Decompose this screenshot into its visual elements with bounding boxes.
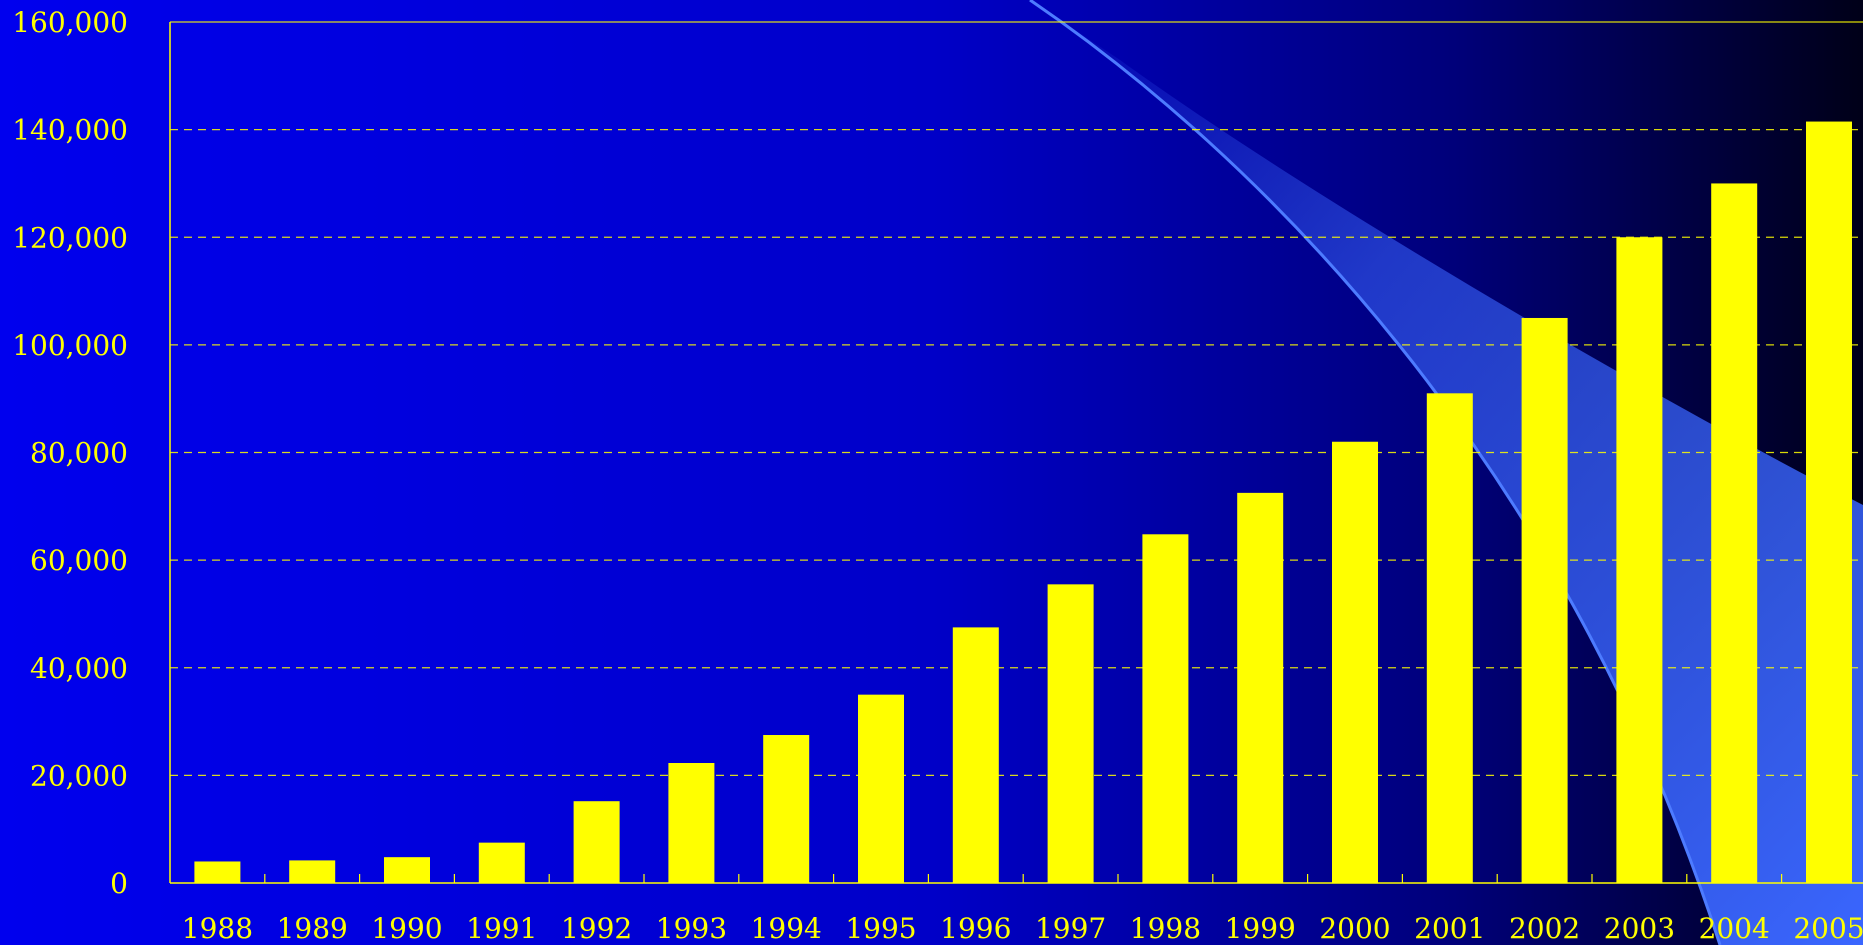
x-tick-label: 1992: [561, 912, 632, 945]
x-tick-label: 1990: [371, 912, 442, 945]
bar-1996: [952, 627, 999, 883]
x-tick-label: 1994: [751, 912, 822, 945]
bar-1992: [573, 801, 620, 883]
bars: [194, 121, 1852, 884]
bar-1998: [1142, 534, 1189, 883]
bar-1994: [763, 735, 810, 883]
x-tick-label: 2005: [1793, 912, 1863, 945]
x-tick-label: 1999: [1225, 912, 1296, 945]
bar-1990: [384, 857, 430, 883]
gridlines: [170, 21, 1863, 776]
x-tick-label: 2002: [1509, 912, 1580, 945]
bar-1999: [1237, 492, 1284, 883]
x-tick-label: 1991: [466, 912, 537, 945]
axes: [169, 22, 1863, 884]
y-tick-label: 80,000: [30, 437, 128, 470]
bar-2003: [1616, 237, 1663, 883]
bar-2002: [1521, 317, 1568, 883]
y-tick-label: 140,000: [12, 114, 128, 147]
x-tick-label: 1989: [277, 912, 348, 945]
x-tick-label: 1993: [656, 912, 727, 945]
bar-1989: [289, 860, 336, 883]
y-tick-label: 60,000: [30, 544, 128, 577]
bar-2001: [1426, 393, 1473, 883]
bar-2004: [1711, 183, 1758, 883]
x-tick-label: 1998: [1130, 912, 1201, 945]
y-tick-label: 160,000: [12, 6, 128, 39]
y-tick-label: 100,000: [12, 329, 128, 362]
y-tick-label: 20,000: [30, 759, 128, 792]
bar-1991: [478, 842, 525, 883]
bar-1997: [1047, 584, 1094, 883]
bar-1995: [858, 694, 904, 883]
x-tick-label: 2003: [1604, 912, 1675, 945]
bar-1993: [668, 762, 715, 883]
x-tick-label: 1995: [845, 912, 916, 945]
x-tick-label: 2001: [1414, 912, 1485, 945]
y-tick-label: 40,000: [30, 652, 128, 685]
x-tick-label: 1996: [940, 912, 1011, 945]
y-tick-label: 0: [110, 867, 128, 900]
x-tick-labels: 1988 1989 1990 1991 1992 1993 1994 1995 1996 1997…: [182, 912, 1863, 945]
y-tick-labels: 0 20,000 40,000 60,000 80,000 100,000 120,000 1…: [12, 6, 128, 900]
x-tick-label: 2000: [1319, 912, 1390, 945]
bar-1988: [194, 861, 241, 883]
bar-2000: [1332, 441, 1378, 883]
bar-2005: [1806, 121, 1852, 884]
x-tick-label: 1988: [182, 912, 253, 945]
x-tick-label: 1997: [1035, 912, 1106, 945]
y-tick-label: 120,000: [12, 221, 128, 254]
x-tick-label: 2004: [1699, 912, 1770, 945]
